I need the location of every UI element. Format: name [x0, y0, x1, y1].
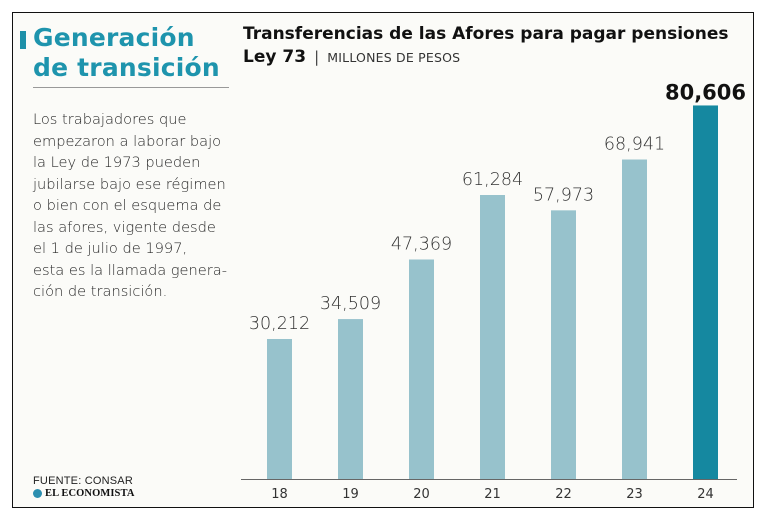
description-line: las afores, vigente desde	[33, 218, 216, 236]
bar-19	[338, 319, 363, 479]
x-tick-19: 19	[342, 487, 359, 502]
data-label-24: 80,606	[665, 80, 746, 104]
headline-divider	[33, 87, 229, 88]
subtitle-separator: |	[314, 48, 320, 66]
description-line: Los trabajadores que	[33, 111, 187, 128]
description-line: jubilarse bajo ese régimen	[33, 175, 226, 193]
x-tick-21: 21	[484, 487, 501, 502]
description-line: esta es la llamada genera-	[33, 261, 227, 279]
brand-logo: EL ECONOMISTA	[33, 488, 135, 499]
description-text: Los trabajadores que empezaron a laborar…	[33, 109, 233, 303]
x-tick-23: 23	[626, 487, 643, 502]
x-tick-20: 20	[413, 487, 430, 502]
sidebar: Generación de transición Los trabajadore…	[13, 13, 237, 507]
headline-line-2: de transición	[33, 53, 220, 82]
accent-bar	[20, 31, 26, 49]
bar-21	[480, 195, 505, 479]
description-line: ción de transición.	[33, 283, 168, 300]
bar-18	[267, 338, 292, 479]
description-line: o bien con el esquema de	[33, 197, 222, 214]
infographic-frame: Generación de transición Los trabajadore…	[12, 12, 754, 508]
chart-subtitle: Ley 73 | MILLONES DE PESOS	[243, 46, 460, 69]
x-tick-22: 22	[555, 487, 572, 502]
bar-20	[409, 259, 434, 479]
description-line: empezaron a laborar bajo	[33, 132, 222, 150]
data-label-23: 68,941	[604, 135, 665, 155]
data-label-20: 47,369	[391, 234, 452, 254]
bar-23	[622, 159, 647, 479]
headline: Generación de transición	[33, 23, 243, 83]
bar-24	[693, 105, 718, 480]
x-tick-24: 24	[697, 487, 714, 502]
source-credit: FUENTE: CONSAR	[33, 475, 133, 487]
description-line: la Ley de 1973 pueden	[33, 154, 201, 171]
data-label-18: 30,212	[249, 314, 310, 334]
subtitle-law: Ley 73	[243, 47, 307, 67]
chart-title: Transferencias de las Afores para pagar …	[243, 24, 729, 44]
bar-22	[551, 210, 576, 479]
subtitle-unit: MILLONES DE PESOS	[327, 50, 461, 65]
brand-dot-icon	[33, 489, 42, 498]
headline-line-1: Generación	[33, 23, 195, 52]
data-label-21: 61,284	[462, 170, 523, 190]
description-line: el 1 de julio de 1997,	[33, 240, 188, 257]
brand-name: EL ECONOMISTA	[45, 488, 135, 499]
data-label-19: 34,509	[320, 294, 381, 314]
data-label-22: 57,973	[533, 185, 594, 205]
x-tick-18: 18	[271, 487, 288, 502]
bar-chart: 30,212 18 34,509 19 47,369 20 61,284 21 57,973 22…	[241, 80, 746, 502]
